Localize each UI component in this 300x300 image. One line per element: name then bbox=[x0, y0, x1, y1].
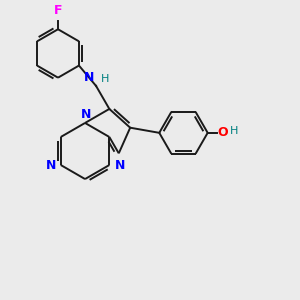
Text: N: N bbox=[81, 108, 92, 121]
Text: F: F bbox=[54, 4, 62, 17]
Text: N: N bbox=[115, 159, 125, 172]
Text: O: O bbox=[217, 126, 228, 139]
Text: H: H bbox=[230, 126, 238, 136]
Text: H: H bbox=[101, 74, 110, 84]
Text: N: N bbox=[46, 158, 56, 172]
Text: N: N bbox=[84, 71, 94, 84]
